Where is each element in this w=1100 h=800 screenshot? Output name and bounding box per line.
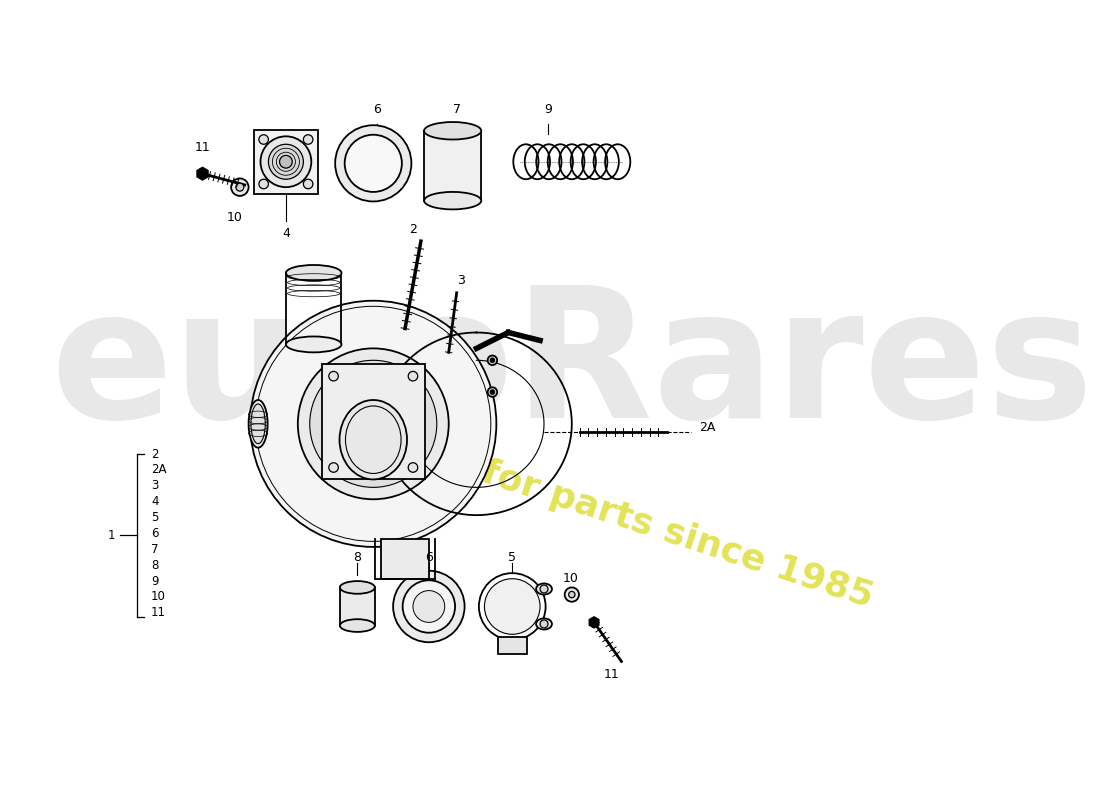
Text: a passion for parts since 1985: a passion for parts since 1985	[282, 392, 878, 614]
Text: 2A: 2A	[698, 422, 715, 434]
Polygon shape	[197, 167, 208, 180]
Text: 2A: 2A	[151, 463, 166, 476]
Ellipse shape	[425, 122, 482, 139]
Bar	[340, 587, 375, 626]
Text: 4: 4	[282, 227, 289, 240]
Circle shape	[336, 126, 411, 202]
Polygon shape	[590, 617, 598, 628]
Circle shape	[564, 587, 579, 602]
Bar	[498, 637, 527, 654]
Circle shape	[298, 348, 449, 499]
Text: 8: 8	[353, 550, 362, 564]
Circle shape	[235, 183, 244, 191]
Text: 9: 9	[544, 102, 552, 116]
Text: 11: 11	[604, 668, 619, 682]
Text: 11: 11	[195, 141, 210, 154]
Text: 2: 2	[409, 222, 417, 236]
Circle shape	[304, 134, 312, 144]
Circle shape	[540, 585, 548, 593]
Circle shape	[393, 570, 464, 642]
Circle shape	[304, 179, 312, 189]
Ellipse shape	[340, 581, 375, 594]
Circle shape	[310, 360, 437, 487]
Ellipse shape	[536, 583, 552, 594]
Bar	[382, 539, 429, 578]
Text: 5: 5	[508, 550, 516, 564]
Circle shape	[487, 355, 497, 365]
Circle shape	[231, 178, 249, 196]
Ellipse shape	[251, 404, 265, 444]
Circle shape	[329, 462, 339, 472]
Circle shape	[344, 134, 402, 192]
Circle shape	[408, 371, 418, 381]
Text: 10: 10	[562, 572, 579, 585]
Circle shape	[258, 179, 268, 189]
Text: 8: 8	[151, 558, 158, 572]
Text: 2: 2	[151, 447, 158, 461]
Circle shape	[487, 387, 497, 397]
Text: 1: 1	[108, 529, 115, 542]
Text: 6: 6	[425, 550, 432, 564]
Ellipse shape	[425, 192, 482, 210]
Circle shape	[569, 591, 575, 598]
Text: 9: 9	[151, 574, 158, 587]
Text: 3: 3	[456, 274, 464, 287]
Text: 6: 6	[151, 527, 158, 540]
Text: 4: 4	[151, 495, 158, 508]
Ellipse shape	[286, 337, 341, 352]
Circle shape	[279, 155, 293, 168]
Text: 7: 7	[151, 543, 158, 556]
Ellipse shape	[249, 400, 267, 448]
Circle shape	[490, 358, 495, 362]
Text: 6: 6	[373, 102, 382, 116]
Text: 10: 10	[227, 211, 242, 224]
Ellipse shape	[536, 618, 552, 630]
Circle shape	[490, 390, 495, 394]
Bar	[425, 130, 482, 201]
Circle shape	[329, 371, 339, 381]
Circle shape	[250, 301, 496, 547]
Text: 11: 11	[151, 606, 166, 619]
Circle shape	[268, 144, 304, 179]
Circle shape	[403, 580, 455, 633]
Circle shape	[258, 134, 268, 144]
Text: 5: 5	[151, 511, 158, 524]
Circle shape	[412, 590, 444, 622]
Text: 7: 7	[453, 102, 461, 116]
Bar	[254, 130, 318, 194]
Text: 10: 10	[151, 590, 166, 603]
Text: 3: 3	[151, 479, 158, 492]
Ellipse shape	[340, 400, 407, 479]
Ellipse shape	[286, 265, 341, 281]
Bar	[321, 364, 425, 479]
Text: euroRares: euroRares	[51, 280, 1093, 456]
Circle shape	[540, 620, 548, 628]
Ellipse shape	[340, 619, 375, 632]
Circle shape	[484, 578, 540, 634]
Circle shape	[261, 136, 311, 187]
Circle shape	[408, 462, 418, 472]
